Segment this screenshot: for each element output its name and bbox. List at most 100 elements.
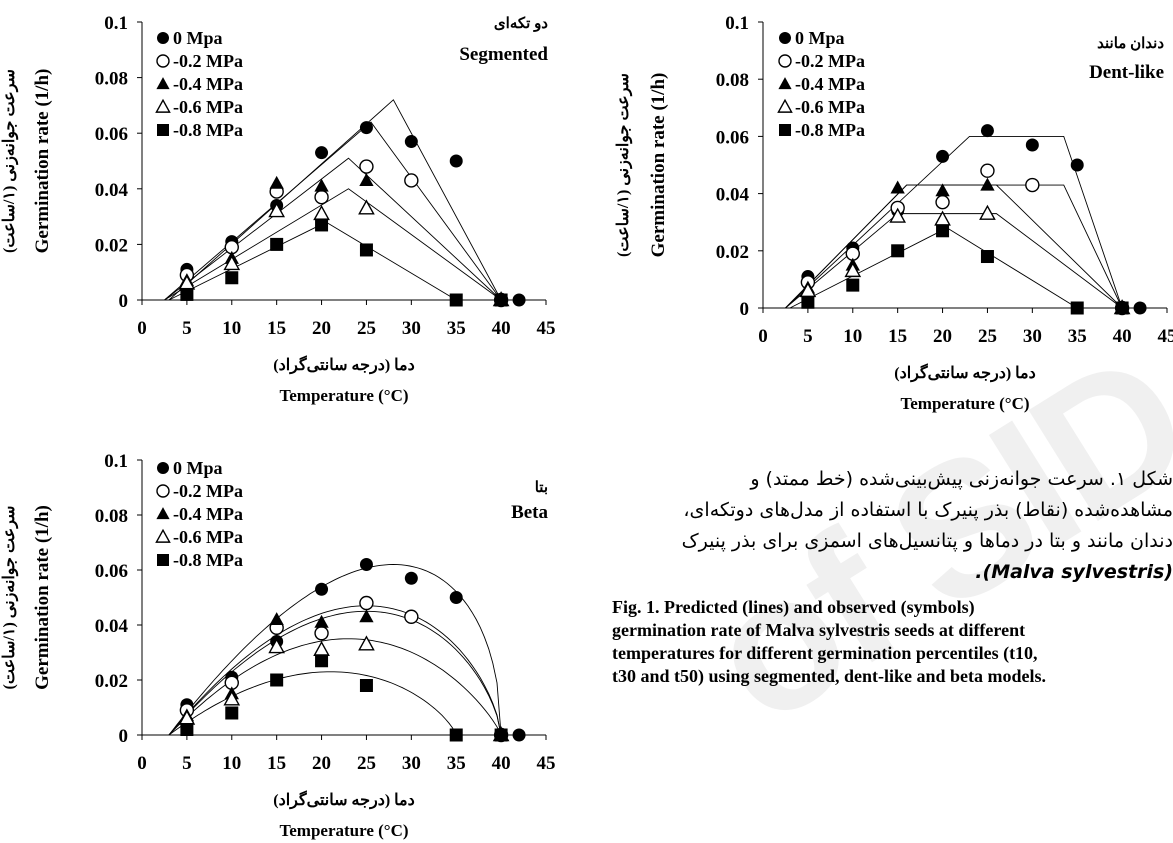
- data-point: [1025, 138, 1039, 152]
- chart-title-en: Beta: [511, 502, 548, 523]
- x-tick-label: 40: [492, 318, 511, 339]
- data-point: [314, 626, 329, 641]
- data-point: [1070, 158, 1084, 172]
- data-point: [449, 728, 463, 742]
- data-point: [268, 202, 286, 218]
- y-tick-label: 0: [740, 299, 750, 320]
- data-point: [449, 293, 463, 307]
- chart-dent-like: 0 0.02 0.04 0.06 0.08 0.1 0 5 10 15 20 25 30 35 40 45 دم…: [615, 13, 1173, 413]
- x-tick-label: 35: [447, 753, 466, 774]
- y-tick-label: 0.08: [95, 506, 128, 527]
- data-point: [223, 255, 241, 271]
- x-tick-label: 10: [222, 753, 241, 774]
- data-point: [270, 237, 284, 251]
- x-tick-label: 35: [1068, 326, 1087, 347]
- data-point: [359, 679, 373, 692]
- data-point: [494, 728, 508, 742]
- series-curve: [168, 605, 502, 736]
- y-tick-label: 0.1: [104, 13, 128, 34]
- x-tick-label: 15: [888, 326, 907, 347]
- data-point: [270, 673, 284, 687]
- series-line: [785, 184, 1123, 309]
- data-point: [314, 614, 329, 628]
- caption-en-line-2: germination rate of Malva sylvestris see…: [612, 620, 1026, 640]
- x-tick-label: 5: [803, 326, 813, 347]
- caption-fa-line-3: دندان مانند و بتا در دماها و پتانسیل‌های…: [681, 530, 1173, 552]
- data-point: [314, 189, 329, 205]
- data-point: [358, 199, 375, 215]
- x-axis-label-fa: دما (درجه سانتی‌گراد): [273, 790, 414, 810]
- y-tick-label: 0.06: [716, 127, 749, 148]
- data-point: [449, 591, 463, 604]
- series-curve: [168, 671, 457, 736]
- caption-fa-line-2: مشاهده‌شده (نقاط) بذر پنیرک با استفاده ا…: [683, 499, 1173, 521]
- x-axis-label-en: Temperature (°C): [279, 821, 408, 840]
- x-axis-label-fa: دما (درجه سانتی‌گراد): [894, 363, 1035, 383]
- data-point: [180, 287, 194, 301]
- data-point: [223, 690, 241, 706]
- y-axis-label-en: Germination rate (1/h): [32, 69, 53, 254]
- legend-label: -0.6 MPa: [173, 97, 243, 117]
- y-tick-label: 0.02: [95, 235, 128, 256]
- caption-en-line-1: Fig. 1. Predicted (lines) and observed (…: [612, 597, 975, 617]
- caption-en: Fig. 1. Predicted (lines) and observed (…: [612, 596, 1173, 688]
- series-line: [785, 135, 1123, 309]
- legend-label: -0.8 MPa: [173, 120, 243, 140]
- x-tick-label: 0: [137, 318, 147, 339]
- data-point: [404, 135, 418, 149]
- data-point: [935, 183, 950, 197]
- legend-label: -0.2 MPa: [173, 481, 243, 501]
- data-point: [269, 175, 284, 189]
- data-point: [801, 295, 815, 309]
- legend-marker: [156, 484, 170, 498]
- x-tick-label: 15: [267, 318, 286, 339]
- x-tick-label: 40: [1113, 326, 1132, 347]
- y-tick-label: 0.06: [95, 561, 128, 582]
- legend-marker: [156, 507, 170, 520]
- series-line: [785, 184, 1123, 309]
- series-curve: [168, 610, 502, 736]
- legend-marker: [778, 54, 792, 68]
- legend-label: -0.6 MPa: [173, 527, 243, 547]
- x-axis-label-en: Temperature (°C): [279, 386, 408, 405]
- data-point: [359, 558, 373, 571]
- legend-marker: [777, 98, 793, 113]
- caption-fa: شکل ۱. سرعت جوانه‌زنی پیش‌بینی‌شده (خط م…: [587, 464, 1173, 588]
- data-point: [512, 728, 526, 742]
- legend-label: 0 Mpa: [173, 458, 223, 478]
- chart-title-fa: دو تکه‌ای: [494, 16, 548, 32]
- y-axis-label-fa: سرعت جوانه‌زنی (۱/ساعت): [1, 69, 19, 253]
- chart-title-fa: دندان مانند: [1097, 36, 1164, 52]
- x-tick-label: 5: [182, 753, 192, 774]
- data-point: [980, 177, 995, 191]
- caption-en-line-3: temperatures for different germination p…: [612, 643, 1038, 663]
- series-line: [785, 213, 1123, 309]
- legend-marker: [157, 32, 169, 44]
- data-point: [313, 640, 330, 657]
- x-tick-label: 0: [137, 753, 147, 774]
- y-tick-label: 0.08: [95, 69, 128, 90]
- data-point: [404, 609, 419, 624]
- y-tick-label: 0.04: [95, 616, 129, 637]
- data-point: [404, 173, 419, 188]
- legend-label: -0.2 MPa: [795, 51, 865, 71]
- data-point: [846, 278, 860, 292]
- legend-marker: [779, 32, 791, 44]
- data-point: [225, 706, 239, 720]
- data-point: [980, 124, 994, 138]
- x-tick-label: 25: [357, 753, 376, 774]
- y-tick-label: 0: [119, 291, 129, 312]
- y-tick-label: 0.06: [95, 124, 128, 145]
- y-tick-label: 0: [119, 726, 129, 747]
- legend-label: -0.8 MPa: [795, 120, 865, 140]
- data-point: [890, 180, 905, 194]
- data-point: [494, 293, 508, 307]
- legend-label: -0.6 MPa: [795, 97, 865, 117]
- data-point: [980, 163, 995, 178]
- data-point: [449, 154, 463, 168]
- data-point: [359, 121, 373, 135]
- data-point: [844, 261, 862, 278]
- data-point: [979, 204, 996, 220]
- y-tick-label: 0.02: [716, 242, 749, 263]
- data-point: [1133, 301, 1147, 315]
